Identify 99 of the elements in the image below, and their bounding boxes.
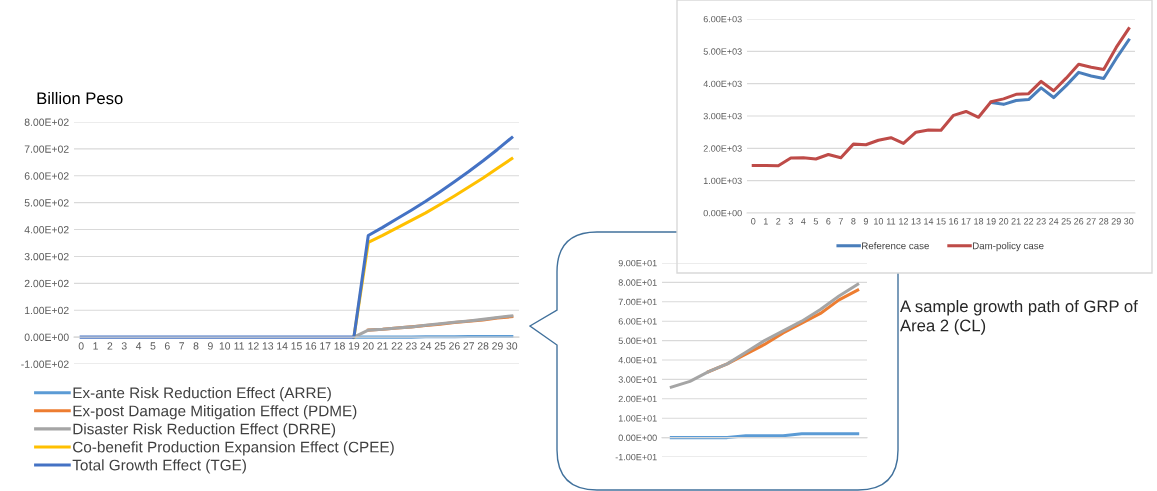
x-tick-label: 19	[348, 342, 360, 350]
x-tick-label: 30	[1124, 218, 1134, 225]
x-tick-label: 18	[334, 342, 345, 350]
x-tick-label: 24	[420, 342, 432, 350]
legend-label: Dam-policy case	[972, 242, 1044, 252]
x-tick-label: 11	[886, 218, 896, 225]
x-tick-label: 7	[179, 342, 185, 350]
y-tick-label: 5.00E+01	[618, 337, 657, 344]
x-tick-label: 25	[1061, 218, 1071, 225]
x-tick-label: 25	[434, 342, 446, 350]
y-tick-label: 3.00E+01	[618, 376, 657, 383]
x-tick-label: 27	[1086, 218, 1096, 225]
y-tick-label: -1.00E+02	[21, 360, 69, 368]
x-tick-label: 28	[1099, 218, 1109, 225]
x-tick-label: 29	[492, 342, 503, 350]
x-tick-label: 5	[150, 342, 156, 350]
x-tick-label: 29	[1111, 218, 1121, 225]
x-tick-label: 10	[874, 218, 884, 225]
y-tick-label: 1.00E+01	[618, 415, 657, 422]
x-tick-label: 5	[813, 218, 818, 225]
y-tick-label: 2.00E+02	[24, 279, 69, 288]
x-tick-label: 1	[93, 342, 98, 350]
y-tick-label: 3.00E+02	[24, 252, 69, 261]
x-tick-label: 28	[477, 342, 489, 350]
x-tick-label: 16	[305, 342, 317, 350]
x-tick-label: 26	[1074, 218, 1084, 225]
y-tick-label: 4.00E+03	[703, 80, 742, 88]
x-tick-label: 14	[277, 342, 288, 350]
y-tick-label: 0.00E+00	[24, 333, 69, 341]
x-tick-label: 12	[248, 342, 259, 350]
x-tick-label: 21	[377, 342, 388, 350]
y-tick-label: 1.00E+03	[703, 177, 742, 185]
x-tick-label: 2	[107, 342, 113, 350]
y-tick-label: 7.00E+01	[618, 298, 657, 306]
x-tick-label: 13	[262, 342, 274, 350]
y-tick-label: 7.00E+02	[24, 145, 69, 153]
legend-label: Disaster Risk Reduction Effect (DRRE)	[73, 423, 336, 438]
y-tick-label: 6.00E+01	[618, 318, 657, 325]
y-tick-label: 4.00E+02	[24, 226, 69, 234]
x-tick-label: 3	[788, 218, 793, 225]
y-tick-label: 9.00E+01	[618, 259, 657, 267]
x-tick-label: 24	[1049, 218, 1059, 225]
y-tick-label: 6.00E+02	[24, 172, 69, 180]
y-tick-label: 0.00E+00	[618, 434, 657, 441]
x-tick-label: 9	[863, 218, 868, 225]
x-tick-label: 21	[1011, 218, 1021, 225]
legend-label: Total Growth Effect (TGE)	[72, 459, 246, 474]
x-tick-label: 7	[838, 218, 843, 225]
x-tick-label: 6	[164, 342, 170, 350]
y-tick-label: 8.00E+02	[24, 118, 69, 126]
text: A sample growth path of GRP of Area 2 (CL)	[900, 300, 1138, 335]
x-tick-label: 11	[234, 342, 244, 350]
x-tick-label: 2	[776, 218, 781, 225]
x-tick-label: 27	[463, 342, 475, 350]
y-tick-label: 0.00E+00	[703, 209, 742, 217]
x-tick-label: 30	[506, 342, 518, 350]
legend-label: Co-benefit Production Expansion Effect (CPEE)	[73, 441, 394, 456]
x-tick-label: 10	[219, 342, 231, 350]
x-tick-label: 26	[449, 342, 460, 350]
x-tick-label: 13	[911, 218, 921, 225]
x-tick-label: 8	[193, 342, 199, 350]
legend-label: Reference case	[862, 242, 929, 250]
x-tick-label: 14	[924, 218, 934, 225]
x-tick-label: 0	[78, 342, 84, 350]
x-tick-label: 4	[801, 218, 806, 225]
y-tick-label: 1.00E+02	[25, 306, 69, 315]
x-tick-label: 18	[974, 218, 984, 225]
x-tick-label: 23	[1036, 218, 1046, 225]
y-tick-label: 8.00E+01	[618, 279, 657, 286]
legend-label: Ex-ante Risk Reduction Effect (ARRE)	[73, 387, 331, 402]
x-tick-label: 12	[899, 218, 909, 225]
x-tick-label: 19	[986, 218, 996, 225]
x-tick-label: 17	[320, 342, 331, 350]
x-tick-label: 6	[826, 218, 831, 225]
x-tick-label: 8	[851, 218, 856, 225]
x-tick-label: 3	[121, 342, 127, 350]
x-tick-label: 15	[291, 342, 302, 350]
y-tick-label: 3.00E+03	[703, 112, 742, 120]
x-tick-label: 17	[961, 218, 971, 225]
x-tick-label: 9	[207, 342, 213, 350]
x-tick-label: 15	[936, 218, 946, 225]
x-tick-label: 23	[406, 342, 417, 350]
y-tick-label: 6.00E+03	[703, 15, 742, 23]
y-tick-label: 5.00E+03	[703, 48, 742, 55]
x-tick-label: 20	[363, 342, 374, 350]
y-tick-label: 4.00E+01	[618, 356, 657, 364]
x-tick-label: 22	[1024, 218, 1034, 225]
x-tick-label: 22	[391, 342, 403, 350]
y-axis-title: Billion Peso	[37, 91, 123, 105]
y-tick-label: -1.00E+01	[615, 453, 657, 461]
x-tick-label: 20	[999, 218, 1009, 225]
x-tick-label: 1	[763, 218, 768, 225]
y-tick-label: 2.00E+03	[703, 145, 742, 152]
y-tick-label: 5.00E+02	[24, 199, 69, 207]
y-tick-label: 2.00E+01	[618, 395, 657, 403]
legend-label: Ex-post Damage Mitigation Effect (PDME)	[73, 405, 357, 420]
x-tick-label: 4	[135, 342, 142, 350]
x-tick-label: 0	[751, 218, 756, 225]
x-tick-label: 16	[949, 218, 959, 225]
